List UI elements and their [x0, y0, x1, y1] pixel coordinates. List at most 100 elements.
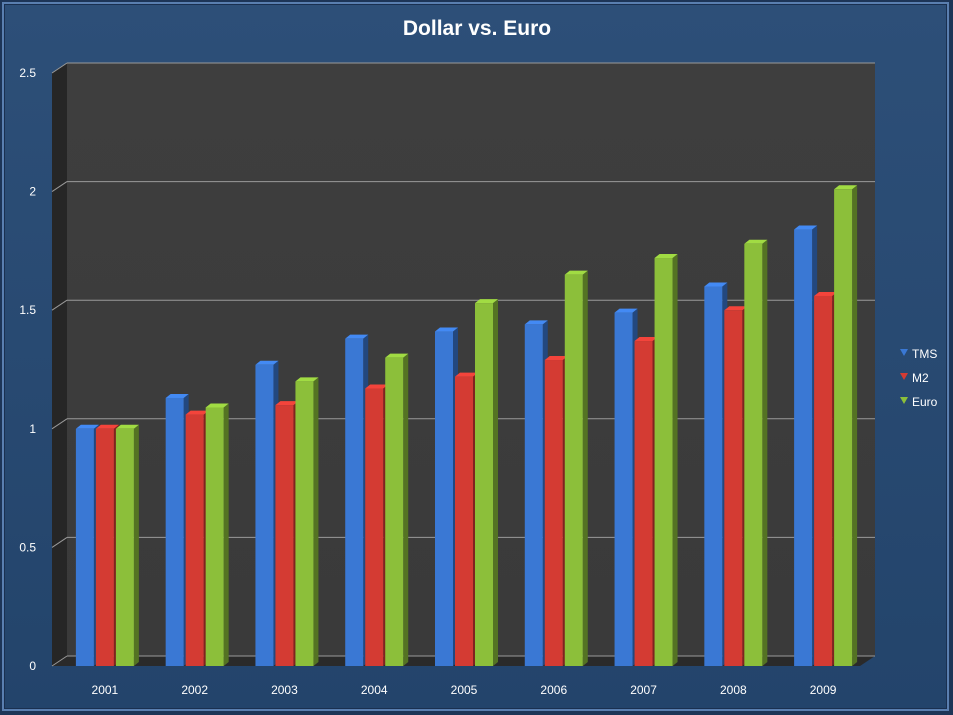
- bar-top: [185, 410, 209, 415]
- bar-front: [275, 405, 294, 666]
- legend-swatch: [900, 397, 908, 404]
- bar-top: [654, 254, 678, 259]
- x-tick-label: 2003: [271, 683, 298, 697]
- bar-euro-2001: [115, 424, 139, 666]
- legend-label: M2: [912, 371, 929, 385]
- bar-front: [524, 324, 543, 666]
- bar-front: [295, 381, 314, 666]
- gridline-side: [51, 418, 68, 430]
- bars: [75, 185, 858, 667]
- bar-tms-2003: [255, 360, 279, 666]
- gridline-side: [51, 655, 68, 667]
- bar-side: [223, 403, 229, 666]
- x-tick-label: 2008: [720, 683, 747, 697]
- bar-top: [275, 401, 299, 406]
- bar-tms-2006: [524, 320, 548, 666]
- x-tick-label: 2009: [810, 683, 837, 697]
- bar-top: [295, 377, 319, 382]
- bar-tms-2001: [75, 424, 99, 666]
- bar-front: [704, 286, 723, 666]
- bar-top: [544, 356, 568, 361]
- y-tick-label: 0: [29, 659, 36, 673]
- legend-item-m2: M2: [900, 371, 929, 385]
- bar-m2-2008: [724, 306, 748, 666]
- bar-top: [165, 393, 189, 398]
- y-axis-ticks: 0 0.5 1 1.5 2 2.5: [19, 66, 36, 673]
- bar-euro-2007: [654, 254, 678, 667]
- bar-front: [115, 428, 134, 666]
- bar-side: [133, 424, 139, 666]
- bar-euro-2009: [834, 185, 858, 666]
- bar-front: [455, 376, 473, 666]
- bar-front: [564, 274, 583, 666]
- bar-m2-2003: [275, 401, 299, 666]
- bar-m2-2007: [634, 337, 658, 666]
- legend-item-euro: Euro: [900, 395, 938, 409]
- bar-top: [834, 185, 858, 190]
- bar-front: [345, 338, 364, 666]
- y-tick-label: 2.5: [19, 66, 36, 80]
- bar-side: [493, 299, 498, 666]
- bar-euro-2004: [385, 353, 409, 666]
- bar-side: [672, 254, 678, 667]
- chart-title: Dollar vs. Euro: [403, 17, 551, 40]
- y-tick-label: 1: [29, 422, 36, 436]
- bar-top: [115, 424, 139, 429]
- bar-front: [95, 428, 114, 666]
- bar-top: [614, 308, 638, 313]
- bar-front: [365, 388, 384, 666]
- bar-front: [814, 295, 833, 666]
- side-wall: [52, 63, 67, 666]
- bar-top: [524, 320, 548, 325]
- x-tick-label: 2001: [92, 683, 119, 697]
- bar-m2-2006: [544, 356, 568, 666]
- legend: TMS M2 Euro: [900, 347, 938, 409]
- bar-top: [475, 299, 498, 304]
- y-tick-label: 1.5: [19, 303, 36, 317]
- x-axis-ticks: 2001 2002 2003 2004 2005 2006 2007 2008 2009: [92, 683, 837, 697]
- bar-top: [95, 424, 119, 429]
- bar-top: [634, 337, 658, 342]
- bar-tms-2009: [794, 225, 818, 666]
- bar-side: [403, 353, 409, 666]
- bar-top: [814, 291, 838, 296]
- bar-front: [255, 364, 274, 666]
- bar-front: [165, 397, 184, 666]
- bar-top: [564, 270, 588, 275]
- bar-m2-2004: [365, 384, 389, 666]
- bar-top: [704, 282, 728, 287]
- bar-front: [475, 303, 493, 666]
- bar-top: [345, 334, 369, 339]
- bar-top: [385, 353, 409, 358]
- bar-top: [75, 424, 99, 429]
- gridline-side: [51, 62, 68, 74]
- bar-front: [724, 310, 743, 666]
- bar-tms-2008: [704, 282, 728, 666]
- x-tick-label: 2004: [361, 683, 388, 697]
- bar-tms-2004: [345, 334, 369, 666]
- bar-euro-2008: [744, 239, 768, 666]
- bar-top: [744, 239, 768, 244]
- bar-euro-2002: [205, 403, 229, 666]
- bar-front: [794, 229, 813, 666]
- bar-m2-2002: [185, 410, 209, 666]
- bar-front: [385, 357, 404, 666]
- x-tick-label: 2006: [540, 683, 567, 697]
- bar-front: [185, 414, 204, 666]
- y-tick-label: 0.5: [19, 540, 36, 554]
- x-tick-label: 2005: [451, 683, 478, 697]
- bar-top: [205, 403, 229, 408]
- bar-front: [614, 312, 633, 666]
- legend-label: Euro: [912, 395, 938, 409]
- bar-top: [435, 327, 458, 332]
- legend-swatch: [900, 373, 908, 380]
- bar-front: [634, 341, 653, 666]
- bar-m2-2005: [455, 372, 478, 666]
- bar-side: [852, 185, 858, 666]
- bar-euro-2003: [295, 377, 319, 666]
- legend-label: TMS: [912, 347, 937, 361]
- bar-euro-2005: [475, 299, 498, 666]
- bar-euro-2006: [564, 270, 588, 666]
- bar-tms-2007: [614, 308, 638, 666]
- bar-top: [365, 384, 389, 389]
